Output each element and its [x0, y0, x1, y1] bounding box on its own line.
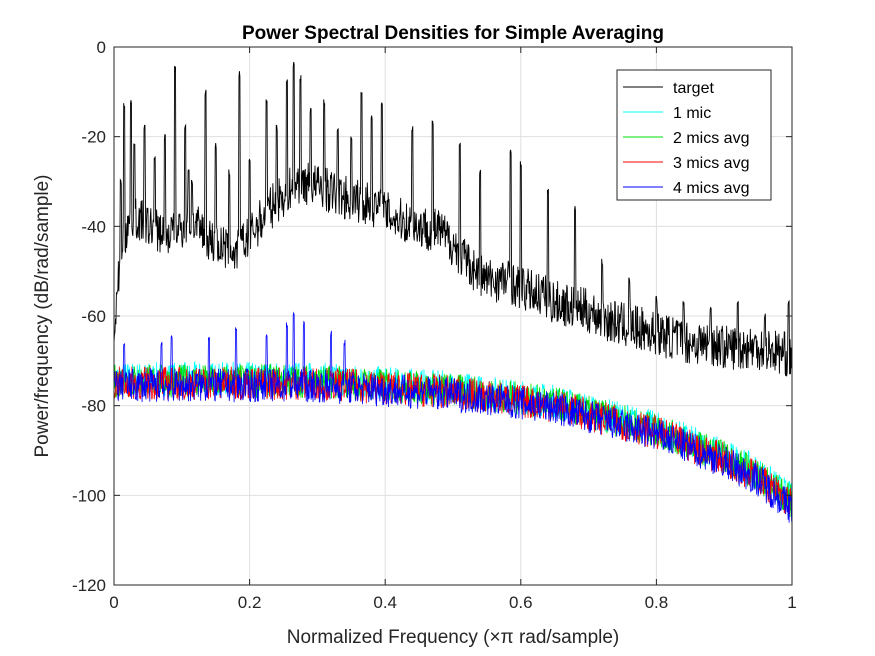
legend: target 1 mic 2 mics avg 3 mics avg 4 mics av… [616, 69, 772, 201]
x-tick-label: 0.6 [509, 593, 533, 612]
legend-label: 3 mics avg [673, 155, 749, 172]
y-tick-label: 0 [97, 38, 106, 57]
x-axis-label: Normalized Frequency (×π rad/sample) [287, 627, 620, 648]
legend-label: 2 mics avg [673, 130, 749, 147]
x-tick-label: 0.8 [645, 593, 669, 612]
y-axis-label: Power/frequency (dB/rad/sample) [32, 174, 53, 457]
legend-label: 1 mic [673, 105, 711, 122]
y-tick-label: -100 [72, 486, 106, 505]
chart-title: Power Spectral Densities for Simple Aver… [242, 23, 664, 44]
x-tick-label: 1 [787, 593, 796, 612]
y-tick-label: -80 [81, 397, 106, 416]
series-line-3-mics-avg [113, 366, 793, 517]
legend-label: target [673, 80, 714, 97]
x-tick-label: 0 [109, 593, 118, 612]
x-tick-label: 0.2 [238, 593, 262, 612]
y-tick-label: -40 [81, 217, 106, 236]
series-line-4-mics-avg [113, 311, 793, 524]
y-tick-label: -120 [72, 576, 106, 595]
series-line-target [113, 61, 793, 377]
x-tick-label: 0.4 [373, 593, 397, 612]
plot-area [113, 61, 793, 524]
legend-label: 4 mics avg [673, 180, 749, 197]
y-tick-label: -60 [81, 307, 106, 326]
ticks: 0 0.2 0.4 0.6 0.8 1 -120 -100 -80 -60 -40 -20 0 [72, 38, 797, 612]
y-tick-label: -20 [81, 128, 106, 147]
legend-box [616, 69, 772, 201]
